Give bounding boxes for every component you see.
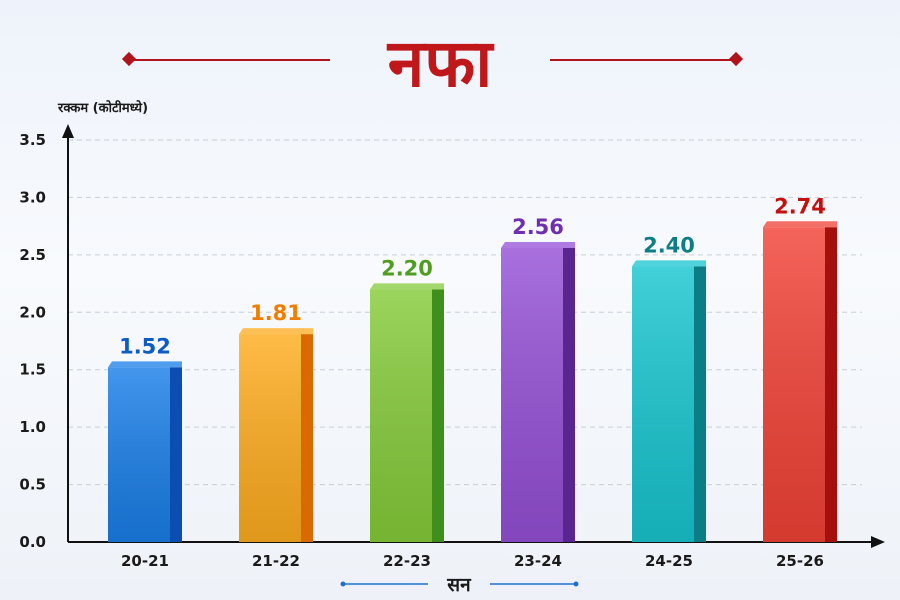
- bar-value-label: 1.52: [119, 334, 171, 358]
- bar-side: [694, 266, 706, 542]
- title-diamond-right: [728, 51, 744, 67]
- bar-top: [632, 260, 706, 267]
- axes: [62, 124, 885, 548]
- bar: [370, 283, 444, 542]
- x-title-dot-left: [340, 581, 346, 587]
- bar-shade: [501, 247, 563, 543]
- bar-top: [239, 328, 313, 335]
- x-tick-label: 21-22: [252, 552, 300, 570]
- x-tick-label: 24-25: [645, 552, 693, 570]
- y-tick-label: 3.5: [19, 131, 46, 149]
- bar-shade: [370, 289, 432, 542]
- y-tick-label: 0.5: [19, 476, 46, 494]
- bar-side: [432, 289, 444, 542]
- x-axis-title-group: सन: [340, 574, 579, 596]
- y-axis-title: रक्कम (कोटीमध्ये): [57, 100, 148, 116]
- x-axis-arrow-icon: [871, 536, 885, 548]
- bar: [239, 328, 313, 542]
- bar-value-label: 2.74: [774, 194, 826, 218]
- chart-title: नफा: [386, 25, 496, 102]
- y-tick-label: 3.0: [19, 188, 46, 206]
- bar-value-label: 1.81: [250, 301, 302, 325]
- x-axis-title: सन: [446, 574, 472, 596]
- x-tick-label: 23-24: [514, 552, 562, 570]
- x-tick-label: 20-21: [121, 552, 169, 570]
- bar-top: [501, 241, 575, 248]
- y-tick-label: 1.5: [19, 361, 46, 379]
- x-tick-label: 22-23: [383, 552, 431, 570]
- bar-top: [763, 221, 837, 228]
- bar: [108, 361, 182, 542]
- bar-shade: [632, 266, 694, 542]
- bar-top: [108, 361, 182, 368]
- bars: 1.52 1.81 2.20 2.56 2.40 2.74: [108, 194, 837, 543]
- bar-side: [170, 367, 182, 542]
- x-tick-label: 25-26: [776, 552, 824, 570]
- y-tick-label: 2.0: [19, 303, 46, 321]
- bar: [501, 241, 575, 543]
- chart-title-group: नफा: [121, 25, 744, 102]
- y-tick-label: 0.0: [19, 533, 46, 551]
- bar: [763, 221, 837, 542]
- bar-value-label: 2.40: [643, 233, 695, 257]
- x-tick-labels: 20-21 21-22 22-23 23-24 24-25 25-26: [121, 552, 824, 570]
- title-diamond-left: [121, 51, 137, 67]
- bar-shade: [108, 367, 170, 542]
- bar-shade: [763, 227, 825, 542]
- bar-shade: [239, 334, 301, 542]
- y-tick-labels: 0.0 0.5 1.0 1.5 2.0 2.5 3.0 3.5: [19, 131, 46, 551]
- bar-top: [370, 283, 444, 290]
- bar-side: [825, 227, 837, 542]
- bar-value-label: 2.56: [512, 215, 564, 239]
- bar-value-label: 2.20: [381, 256, 433, 280]
- y-tick-label: 2.5: [19, 246, 46, 264]
- grid-lines: [68, 139, 862, 486]
- y-tick-label: 1.0: [19, 418, 46, 436]
- bar-side: [301, 334, 313, 542]
- y-axis-arrow-icon: [62, 124, 74, 138]
- x-title-dot-right: [573, 581, 579, 587]
- bar-side: [563, 247, 575, 543]
- bar: [632, 260, 706, 542]
